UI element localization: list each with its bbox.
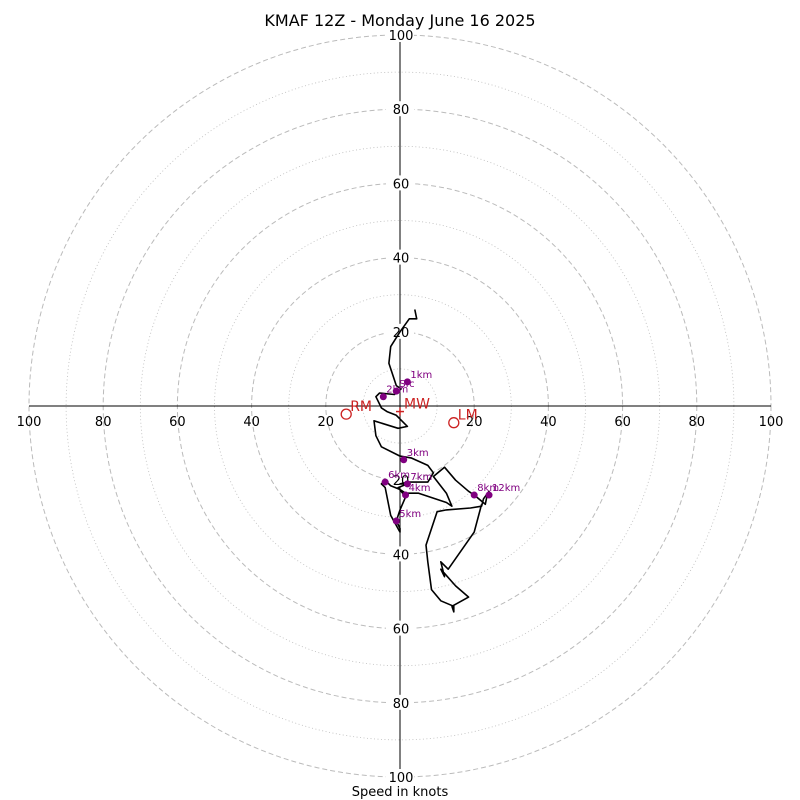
tick-label-bg [386,546,414,562]
height-marker-point [485,491,493,499]
storm-motions: RM LM MW [340,397,478,429]
tick-label-right: 20 [466,415,483,430]
tick-label-bg [386,101,414,117]
height-marker-label: 7km [410,472,432,483]
chart-title: KMAF 12Z - Monday June 16 2025 [264,11,535,30]
tick-label-bg [386,249,414,265]
tick-label-top: 40 [393,252,410,267]
tick-label-bg [386,769,414,784]
tick-label-top: 80 [393,103,410,118]
x-axis-label: Speed in knots [352,785,449,800]
height-markers: Sfc1km2km3km4km5km6km7km8km12km [379,370,520,525]
height-marker-point [392,517,400,525]
tick-label-bottom: 40 [393,548,410,563]
tick-label-bottom: 100 [389,771,414,786]
height-marker-label: 5km [399,509,421,520]
tick-label-right: 40 [540,415,557,430]
hodograph-trace [373,309,490,613]
storm-motion-marker [340,408,352,420]
height-marker-label: 12km [492,483,520,494]
tick-label-bg [386,694,414,710]
height-marker-point [381,478,389,486]
storm-motion-marker [448,417,460,429]
tick-label-bottom: 60 [393,623,410,638]
tick-label-left: 80 [95,415,112,430]
tick-label-right: 80 [689,415,706,430]
storm-motion-label: LM [458,408,478,424]
tick-label-right: 60 [614,415,631,430]
height-marker-point [403,378,411,386]
height-marker-label: 3km [407,448,429,459]
tick-label-bg [386,175,414,191]
height-marker-point [470,491,478,499]
tick-labels: 100 80 60 40 20 20 40 60 80 100100806040202040608… [17,27,784,786]
axes [29,35,771,777]
height-marker-label: 2km [386,385,408,396]
tick-label-left: 40 [243,415,260,430]
tick-label-left: 20 [318,415,335,430]
tick-label-top: 100 [389,29,414,44]
tick-label-left: 60 [169,415,186,430]
height-marker-point [402,491,410,499]
tick-label-bg [386,27,414,42]
height-marker-point [392,387,400,395]
height-marker-label: 6km [388,470,410,481]
height-marker-point [400,456,408,464]
tick-label-right: 100 [759,415,784,430]
tick-label-top: 60 [393,177,410,192]
height-marker-label: 8km [477,483,499,494]
tick-label-bg [386,620,414,636]
storm-motion-label: RM [350,399,372,415]
tick-label-left: 100 [17,415,42,430]
storm-motion-label: MW [404,397,430,413]
height-marker-point [403,480,411,488]
height-marker-label: 1km [410,370,432,381]
height-marker-label: 4km [409,483,431,494]
tick-label-bottom: 80 [393,697,410,712]
height-marker-point [379,393,387,401]
hodograph-line [373,309,490,613]
